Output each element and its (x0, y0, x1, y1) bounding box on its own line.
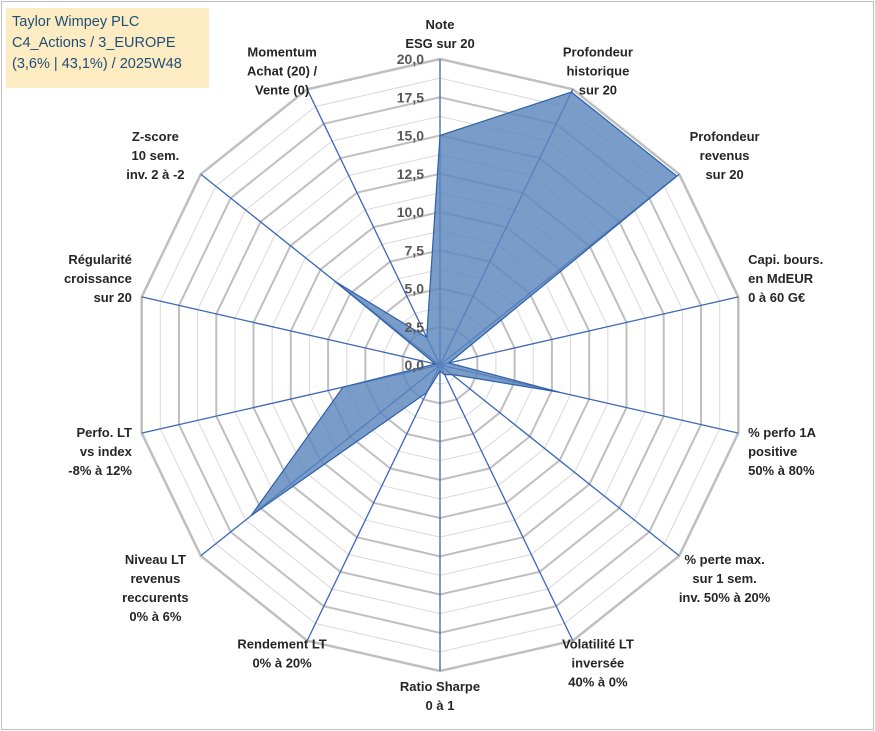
axis-label-line: revenus (700, 148, 750, 163)
tick-label: 17,5 (397, 89, 424, 105)
tick-label: 2,5 (405, 319, 425, 335)
axis-label: Volatilité LT inversée 40% à 0% (562, 637, 634, 690)
axis-label-line: Perfo. LT (77, 425, 132, 440)
axis-label-line: 40% à 0% (568, 675, 628, 690)
axis-labels: Note ESG sur 20 Profondeur historique sur 20… (64, 17, 823, 713)
axis-label: Profondeur historique sur 20 (563, 44, 633, 97)
axis-label-line: sur 20 (579, 82, 617, 97)
axis-label-line: 0% à 20% (252, 656, 312, 671)
axis-label-line: Profondeur (563, 44, 633, 59)
axis-label-line: Vente (0) (255, 82, 309, 97)
axis-label-line: Régularité (68, 252, 132, 267)
radial-tick-labels: 0,0 2,5 5,0 7,5 10,0 12,5 15,0 17,5 20,0 (397, 51, 424, 373)
weights-week: (3,6% | 43,1%) / 2025W48 (12, 56, 182, 72)
axis-label-line: Profondeur (690, 129, 760, 144)
axis-label-line: Achat (20) / (247, 63, 317, 78)
axis-label-line: 10 sem. (132, 148, 180, 163)
radar-series (250, 91, 678, 517)
axis-label: Momentum Achat (20) / Vente (0) (247, 44, 317, 97)
axis-label: Perfo. LT vs index -8% à 12% (68, 425, 132, 478)
tick-label: 7,5 (405, 242, 425, 258)
axis-label-line: Volatilité LT (562, 637, 634, 652)
axis-label-line: 0 à 60 G€ (748, 290, 805, 305)
portfolio-region: C4_Actions / 3_EUROPE (12, 35, 176, 51)
axis-label: Niveau LT revenus reccurents 0% à 6% (122, 552, 188, 624)
axis-spoke (306, 364, 441, 641)
tick-label: 15,0 (397, 128, 424, 144)
axis-label-line: Note (426, 17, 455, 32)
axis-label-line: sur 20 (705, 167, 743, 182)
axis-label-line: Momentum (247, 44, 316, 59)
axis-label-line: 0 à 1 (426, 698, 455, 713)
axis-label: Capi. bours. en MdEUR 0 à 60 G€ (748, 252, 823, 305)
axis-label-line: revenus (130, 571, 180, 586)
axis-label: Note ESG sur 20 (405, 17, 474, 51)
company-name: Taylor Wimpey PLC (12, 14, 140, 30)
axis-label: Z-score 10 sem. inv. 2 à -2 (126, 129, 184, 182)
axis-label: Rendement LT 0% à 20% (237, 637, 326, 671)
axis-label-line: % perfo 1A (748, 425, 817, 440)
tick-label: 12,5 (397, 166, 424, 182)
axis-label-line: sur 20 (94, 290, 132, 305)
tick-label: 10,0 (397, 204, 424, 220)
axis-label-line: sur 1 sem. (692, 571, 756, 586)
axis-label-line: Z-score (132, 129, 179, 144)
axis-spoke (439, 364, 680, 557)
axis-label: Régularité croissance sur 20 (64, 252, 132, 305)
axis-spoke (439, 296, 739, 366)
axis-label-line: en MdEUR (748, 271, 814, 286)
axis-label: Profondeur revenus sur 20 (690, 129, 760, 182)
axis-label-line: -8% à 12% (68, 463, 132, 478)
axis-label-line: inv. 2 à -2 (126, 167, 184, 182)
axis-label-line: historique (566, 63, 629, 78)
axis-spoke (141, 296, 441, 366)
axis-label-line: Niveau LT (125, 552, 186, 567)
axis-label-line: ESG sur 20 (405, 36, 474, 51)
axis-label-line: 0% à 6% (129, 609, 181, 624)
axis-label-line: inv. 50% à 20% (679, 590, 771, 605)
axis-label: Ratio Sharpe 0 à 1 (400, 679, 480, 713)
axis-label-line: % perte max. (684, 552, 764, 567)
chart-title-box: Taylor Wimpey PLC C4_Actions / 3_EUROPE … (6, 8, 209, 88)
axis-label-line: positive (748, 444, 797, 459)
axis-label-line: Ratio Sharpe (400, 679, 480, 694)
tick-label: 20,0 (397, 51, 424, 67)
axis-label-line: croissance (64, 271, 132, 286)
axis-label: % perfo 1A positive 50% à 80% (748, 425, 817, 478)
series-area (250, 91, 678, 517)
axis-label-line: 50% à 80% (748, 463, 815, 478)
axis-label-line: inversée (572, 656, 625, 671)
axis-label-line: vs index (80, 444, 133, 459)
axis-label: % perte max. sur 1 sem. inv. 50% à 20% (679, 552, 771, 605)
axis-label-line: Rendement LT (237, 637, 326, 652)
axis-label-line: reccurents (122, 590, 188, 605)
axis-spoke (439, 364, 574, 641)
axis-spoke (306, 89, 441, 366)
tick-label: 0,0 (405, 357, 425, 373)
axis-label-line: Capi. bours. (748, 252, 823, 267)
tick-label: 5,0 (405, 281, 425, 297)
